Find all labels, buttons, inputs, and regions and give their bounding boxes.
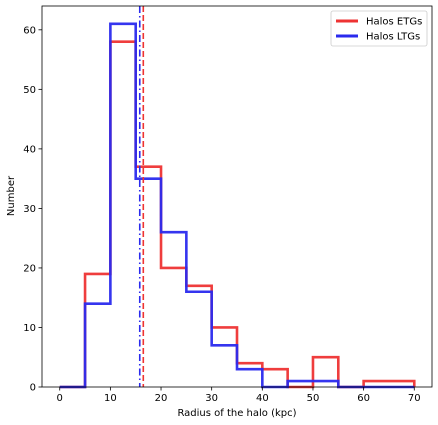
x-tick-label: 30 [205, 393, 218, 404]
y-axis-label: Number [6, 175, 17, 216]
median-lines-layer [138, 6, 145, 387]
y-tick-label: 30 [23, 204, 36, 215]
x-tick-label: 10 [104, 393, 117, 404]
x-tick-label: 0 [57, 393, 63, 404]
y-axis: 0 10 20 30 40 50 60 [23, 25, 42, 394]
y-tick-label: 40 [23, 144, 36, 155]
y-tick-label: 50 [23, 85, 36, 96]
legend-label-ltgs: Halos LTGs [366, 32, 420, 43]
x-axis-label: Radius of the halo (kpc) [177, 408, 296, 419]
legend: Halos ETGs Halos LTGs [330, 10, 428, 47]
y-tick-label: 60 [23, 25, 36, 36]
y-tick-label: 0 [30, 383, 36, 394]
x-axis: 0 10 20 30 40 50 60 70 [57, 387, 421, 404]
y-tick-label: 10 [23, 323, 36, 334]
histogram-step-ltgs [59, 22, 415, 389]
x-tick-label: 50 [307, 393, 320, 404]
x-tick-label: 60 [357, 393, 370, 404]
legend-label-etgs: Halos ETGs [366, 17, 422, 28]
y-tick-label: 20 [23, 263, 36, 274]
plot-frame [41, 5, 433, 388]
x-tick-label: 20 [155, 393, 168, 404]
x-tick-label: 40 [256, 393, 269, 404]
x-tick-label: 70 [408, 393, 421, 404]
